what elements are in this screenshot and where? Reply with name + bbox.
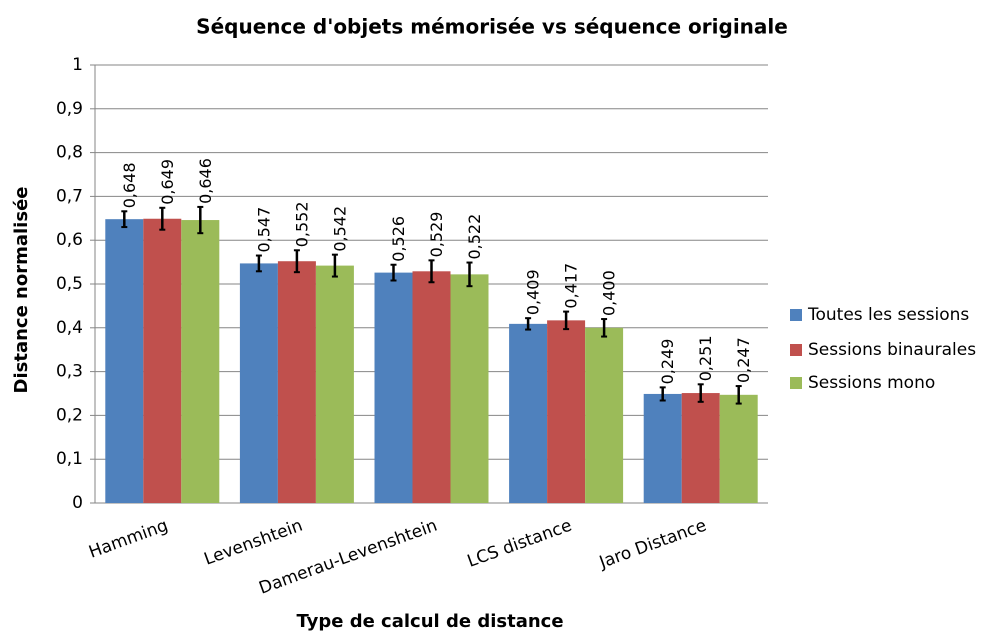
x-tick-label: Hamming: [86, 516, 170, 563]
y-axis-title: Distance normalisée: [11, 187, 32, 394]
bar: [374, 272, 413, 503]
y-tick-label: 0,5: [56, 274, 83, 294]
chart-title: Séquence d'objets mémorisée vs séquence …: [196, 15, 788, 39]
y-tick-label: 0,8: [56, 143, 83, 163]
value-label: 0,249: [658, 339, 677, 385]
bar: [585, 327, 624, 503]
bar: [509, 323, 548, 503]
value-label: 0,646: [196, 158, 215, 204]
value-label: 0,417: [562, 263, 581, 309]
value-label: 0,247: [734, 337, 753, 383]
value-label: 0,649: [158, 159, 177, 205]
value-label: 0,542: [330, 206, 349, 252]
legend-label: Sessions binaurales: [808, 340, 976, 360]
y-tick-label: 0,1: [56, 449, 83, 469]
bar: [105, 219, 144, 503]
bar: [547, 320, 586, 503]
bar: [681, 393, 720, 503]
legend-swatch: [790, 344, 802, 356]
bar: [450, 274, 489, 503]
value-label: 0,547: [254, 207, 273, 253]
legend-swatch: [790, 309, 802, 321]
value-label: 0,552: [292, 201, 311, 247]
bar: [239, 263, 278, 503]
bar: [143, 218, 182, 503]
y-tick-label: 0: [72, 493, 83, 513]
value-label: 0,400: [600, 270, 619, 316]
x-axis-title: Type de calcul de distance: [296, 611, 563, 632]
value-label: 0,409: [524, 269, 543, 315]
bar: [719, 394, 758, 503]
legend-swatch: [790, 377, 802, 389]
value-label: 0,526: [389, 216, 408, 262]
legend-label: Toutes les sessions: [807, 305, 969, 325]
y-tick-label: 0,7: [56, 186, 83, 206]
y-tick-label: 0,2: [56, 405, 83, 425]
value-label: 0,251: [696, 335, 715, 381]
bar: [315, 265, 354, 503]
x-tick-label: Jaro Distance: [596, 516, 709, 574]
y-tick-label: 1: [72, 55, 83, 75]
y-tick-label: 0,6: [56, 230, 83, 250]
value-label: 0,522: [465, 214, 484, 260]
bar: [643, 393, 682, 503]
x-tick-label: Levenshtein: [202, 516, 306, 570]
bar: [181, 220, 220, 503]
bar: [277, 261, 316, 503]
y-tick-label: 0,3: [56, 362, 83, 382]
bar: [412, 271, 451, 503]
y-tick-label: 0,4: [56, 318, 83, 338]
legend-label: Sessions mono: [808, 373, 935, 393]
x-tick-label: LCS distance: [465, 516, 575, 572]
value-label: 0,648: [120, 162, 139, 208]
value-label: 0,529: [427, 212, 446, 258]
y-tick-label: 0,9: [56, 99, 83, 119]
